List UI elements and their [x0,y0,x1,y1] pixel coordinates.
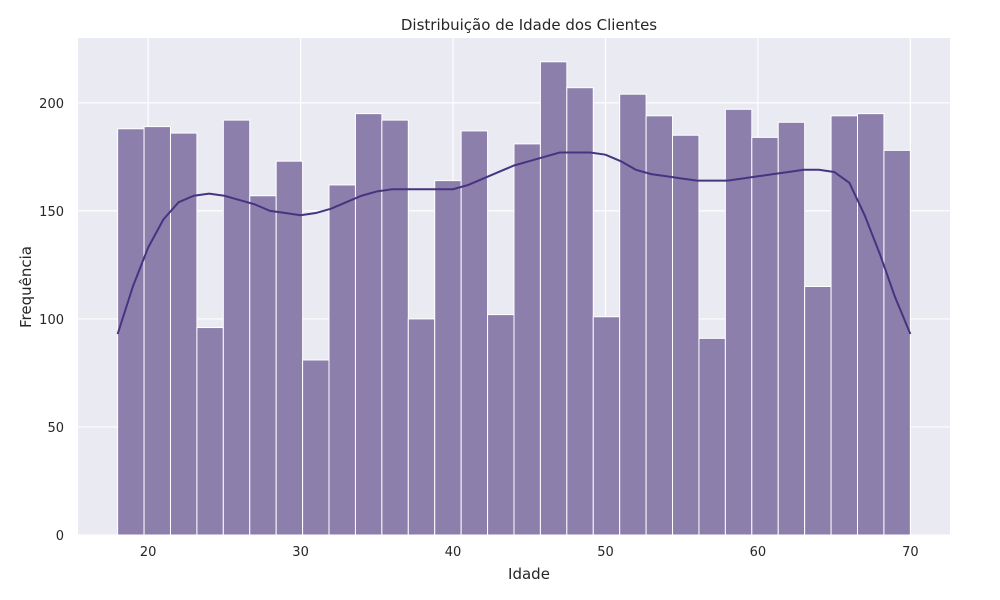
histogram-bar [698,337,726,536]
histogram-bar [883,149,911,536]
histogram-bar [143,126,171,536]
histogram-bar [434,180,462,536]
histogram-bar [407,318,436,536]
histogram-bar [169,132,198,536]
histogram-bar [302,359,330,536]
y-axis-label: Frequência [17,246,35,328]
histogram-bar [592,316,621,536]
histogram-bar [566,87,594,536]
histogram-bar [645,115,674,536]
y-tick-label: 50 [47,421,64,436]
chart-title: Distribuição de Idade dos Clientes [401,16,657,34]
histogram-bar [513,143,541,536]
histogram-bar [381,119,409,536]
x-tick-label: 60 [750,545,767,560]
histogram-bar [672,134,700,536]
histogram-bar [117,128,145,536]
histogram-bars [117,61,911,536]
histogram-bar [354,113,383,536]
x-tick-label: 70 [902,545,919,560]
x-tick-label: 40 [445,545,462,560]
histogram-bar [487,314,515,536]
histogram-bar [275,160,304,536]
histogram-bar [830,115,859,536]
histogram-bar [249,195,277,536]
y-tick-label: 0 [56,529,64,544]
histogram-bar [777,121,806,536]
histogram-bar [460,130,489,536]
histogram-bar [751,136,779,536]
x-axis-ticks: 20 30 40 50 60 70 [140,545,919,560]
histogram-bar [619,93,647,536]
kde-curve [116,151,912,335]
y-tick-label: 100 [39,313,64,328]
histogram-bar [222,119,251,536]
x-axis-label: Idade [508,565,550,583]
x-tick-label: 20 [140,545,157,560]
x-tick-label: 30 [292,545,309,560]
histogram-bar [857,113,885,536]
y-tick-label: 150 [39,205,64,220]
histogram-bar [328,184,356,536]
x-tick-label: 50 [597,545,614,560]
y-axis-ticks: 0 50 100 150 200 [39,97,64,544]
y-tick-label: 200 [39,97,64,112]
histogram-bar [804,286,832,536]
histogram-bar [196,327,224,536]
histogram-bar [724,108,753,536]
histogram-bar [539,61,568,536]
